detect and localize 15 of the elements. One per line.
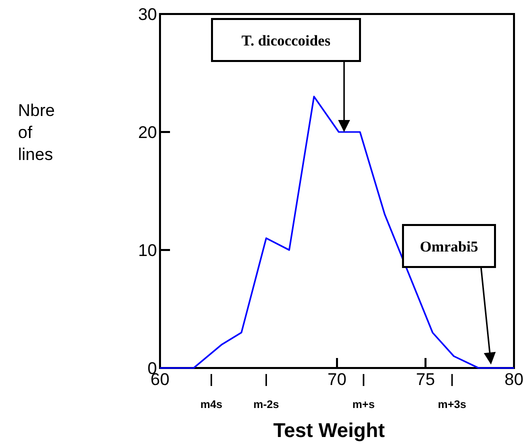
- line-series: [159, 96, 515, 369]
- text: m-2s: [253, 399, 280, 411]
- annotation: T. dicoccoides: [242, 33, 331, 50]
- y-axis-title: Nbre of lines: [18, 101, 55, 164]
- x-tick-label: 75: [416, 370, 435, 389]
- x-tick-label: 80: [504, 370, 524, 389]
- x-tick-label: 70: [328, 370, 346, 389]
- text: m+s: [352, 399, 375, 411]
- annotation: Omrabi5: [420, 239, 478, 256]
- y-tick-label: 20: [138, 122, 157, 142]
- x-axis-title: Test Weight: [273, 420, 386, 442]
- y-tick-label: 10: [138, 240, 157, 260]
- text: m+3s: [438, 399, 466, 411]
- y-tick-label: 30: [138, 4, 157, 24]
- text: m4s: [200, 399, 222, 411]
